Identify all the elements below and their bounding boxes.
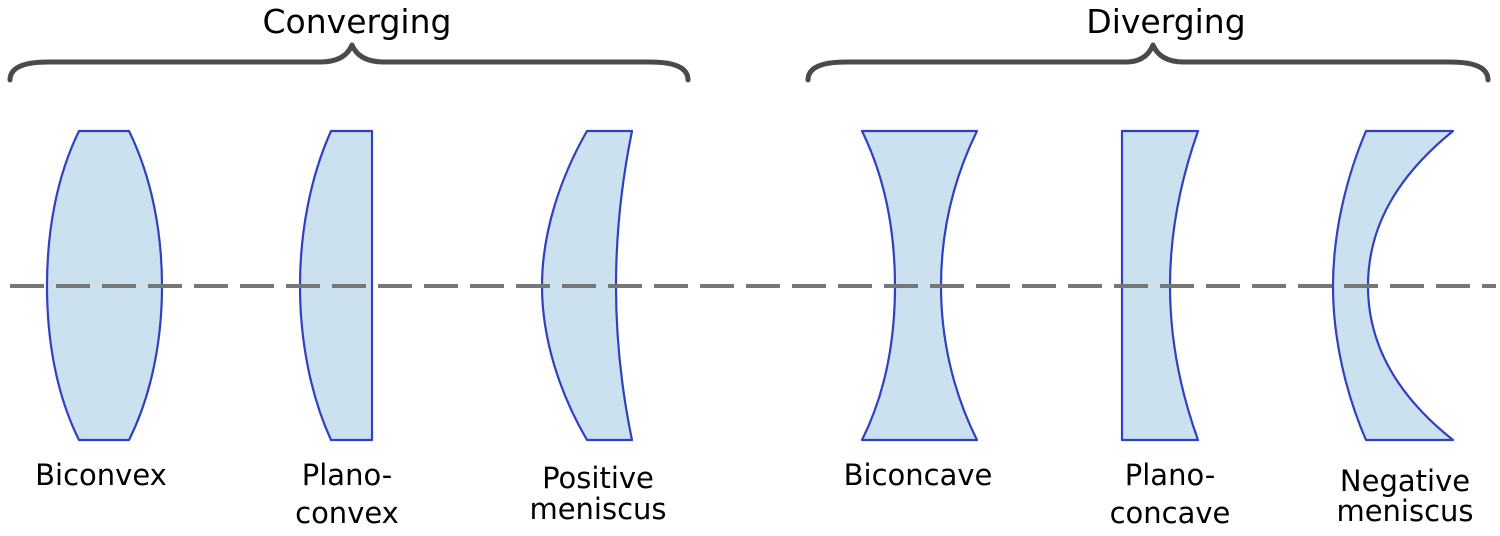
positive-meniscus-label-line1: Positive bbox=[542, 461, 654, 495]
biconcave-label: Biconcave bbox=[844, 458, 993, 492]
plano-convex-label-line1: Plano- bbox=[302, 458, 392, 492]
biconcave-lens bbox=[860, 129, 979, 442]
negative-meniscus-label-line2: meniscus bbox=[1336, 494, 1473, 528]
plano-concave-label-line1: Plano- bbox=[1125, 458, 1215, 492]
diverging-brace bbox=[805, 42, 1491, 83]
biconvex-label: Biconvex bbox=[35, 458, 167, 492]
plano-convex-label-line2: convex bbox=[295, 496, 399, 530]
negative-meniscus-label-line1: Negative bbox=[1340, 464, 1470, 498]
converging-title: Converging bbox=[263, 2, 452, 41]
positive-meniscus-label-line2: meniscus bbox=[529, 492, 666, 526]
diverging-title: Diverging bbox=[1086, 2, 1245, 41]
converging-brace bbox=[7, 42, 691, 83]
plano-concave-label-line2: concave bbox=[1110, 496, 1231, 530]
negative-meniscus-lens bbox=[1331, 129, 1455, 442]
